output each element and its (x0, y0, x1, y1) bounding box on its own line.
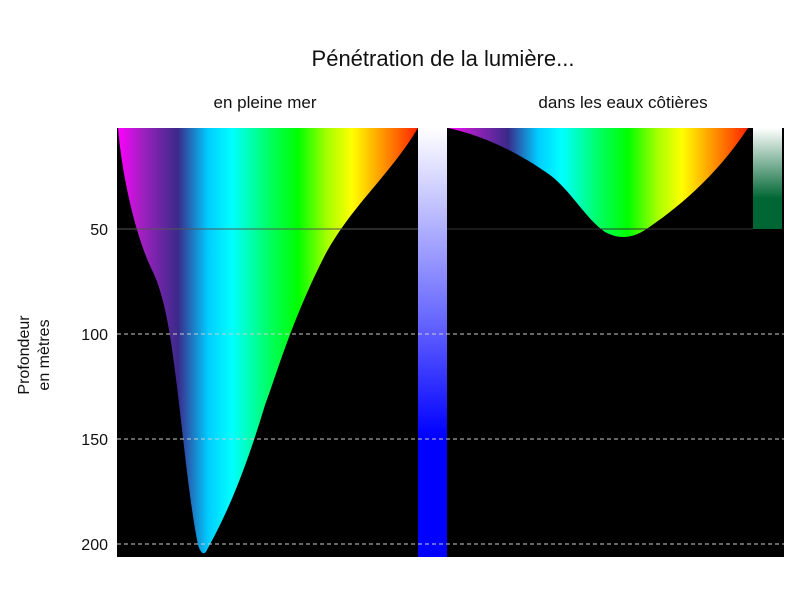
subtitle-open-sea: en pleine mer (213, 93, 316, 112)
subtitle-coastal: dans les eaux côtières (538, 93, 707, 112)
chart-title: Pénétration de la lumière... (312, 46, 575, 71)
tick-label-200: 200 (81, 537, 108, 554)
y-axis-label: Profondeur en mètres (16, 315, 53, 395)
y-axis-label-line1: Profondeur (16, 315, 33, 395)
coastal-light-bar (753, 128, 782, 229)
open-sea-spectrum-area (118, 128, 418, 554)
coastal-spectrum-area (448, 128, 748, 238)
tick-label-150: 150 (81, 432, 108, 449)
tick-label-100: 100 (81, 327, 108, 344)
y-axis-label-line2: en mètres (36, 319, 53, 390)
open-sea-light-bar (418, 128, 447, 557)
tick-label-50: 50 (90, 222, 108, 239)
